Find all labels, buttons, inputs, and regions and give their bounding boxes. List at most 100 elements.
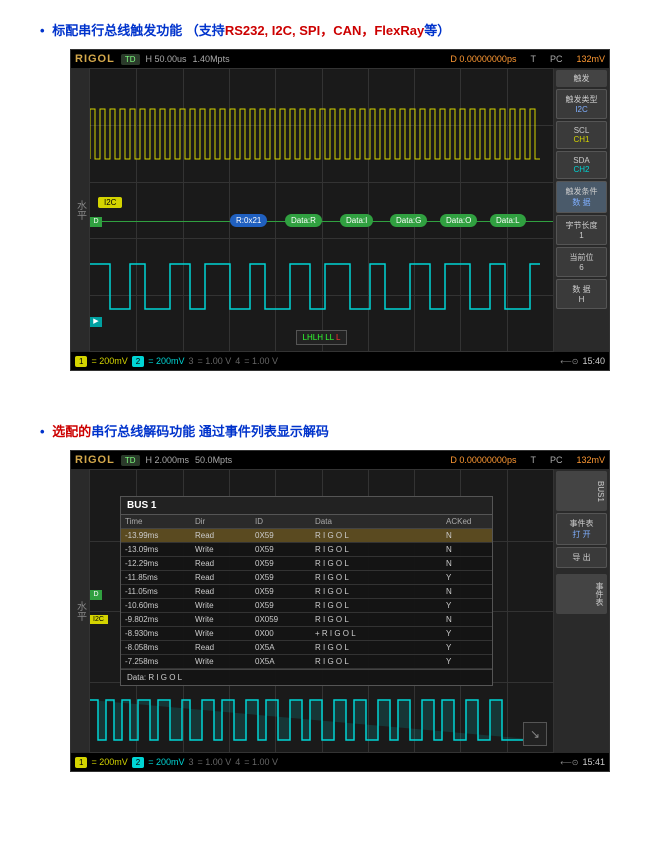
decode-marker: D: [90, 217, 102, 227]
ch1-num: 1: [75, 356, 87, 367]
cell-id: 0X59: [251, 571, 311, 584]
oscilloscope-screenshot-1: RIGOL TD H 50.00us 1.40Mpts D 0.00000000…: [70, 49, 610, 371]
table-row[interactable]: -8.058msRead0X5AR I G O LY: [121, 641, 492, 655]
scope1-time: 15:40: [582, 356, 605, 366]
heading1-text: 标配串行总线触发功能 （支持: [52, 23, 225, 38]
col-time: Time: [121, 515, 191, 528]
trig-voltage: 132mV: [576, 54, 605, 64]
event-table-tab[interactable]: 事件表: [556, 574, 607, 614]
waveform-grid: I2C D R:0x21 Data:R Data:I Data:G Data:O…: [89, 68, 554, 352]
ch2-scale: = 200mV: [148, 356, 184, 366]
scope2-time: 15:41: [582, 757, 605, 767]
table-row[interactable]: -13.99msRead0X59R I G O LN: [121, 529, 492, 543]
bus-column-headers: Time Dir ID Data ACKed: [121, 515, 492, 529]
cell-time: -10.60ms: [121, 599, 191, 612]
trigger-indicator-2: T: [530, 455, 536, 465]
ch4-num: 4: [235, 356, 240, 366]
decode-data-2: Data:I: [340, 214, 373, 227]
ch2-scale-2: = 200mV: [148, 757, 184, 767]
brand-logo-2: RIGOL: [75, 454, 115, 466]
trigger-indicator: T: [530, 54, 536, 64]
current-bit-btn[interactable]: 当前位 6: [556, 247, 607, 277]
cell-id: 0X59: [251, 557, 311, 570]
cell-id: 0X5A: [251, 655, 311, 668]
table-row[interactable]: -11.85msRead0X59R I G O LY: [121, 571, 492, 585]
heading2-text: 串行总线解码功能 通过事件列表显示解码: [91, 424, 329, 439]
scope1-header: RIGOL TD H 50.00us 1.40Mpts D 0.00000000…: [71, 50, 609, 68]
scope1-footer: 1 = 200mV 2 = 200mV 3 = 1.00 V 4 = 1.00 …: [71, 352, 609, 370]
cell-time: -7.258ms: [121, 655, 191, 668]
bus-event-table: BUS 1 Time Dir ID Data ACKed -13.99msRea…: [120, 496, 493, 686]
event-menu-panel: BUS1 事件表 打 开 导 出 事件表: [554, 469, 609, 753]
cell-id: 0X5A: [251, 641, 311, 654]
cell-ack: Y: [442, 627, 492, 640]
table-row[interactable]: -9.802msWrite0X059R I G O LN: [121, 613, 492, 627]
decode-marker-2: D: [90, 590, 102, 600]
mode-badge: TD: [121, 54, 140, 65]
table-row[interactable]: -7.258msWrite0X5AR I G O LY: [121, 655, 492, 669]
cell-id: 0X059: [251, 613, 311, 626]
mode-badge-2: TD: [121, 455, 140, 466]
table-row[interactable]: -13.09msWrite0X59R I G O LN: [121, 543, 492, 557]
event-table-btn[interactable]: 事件表 打 开: [556, 513, 607, 545]
cell-id: 0X59: [251, 585, 311, 598]
data-value-btn[interactable]: 数 据 H: [556, 279, 607, 309]
cell-ack: Y: [442, 571, 492, 584]
pattern-bits: LHLH LL: [303, 333, 334, 342]
decode-address: R:0x21: [230, 214, 267, 227]
decode-data-5: Data:L: [490, 214, 526, 227]
heading1-suffix: 等）: [424, 23, 450, 38]
cell-ack: N: [442, 543, 492, 556]
bus-table-header: BUS 1: [121, 497, 492, 515]
cell-ack: N: [442, 557, 492, 570]
trigger-menu-panel: 触发 触发类型 I2C SCL CH1 SDA CH2 触发条件 数 据: [554, 68, 609, 352]
oscilloscope-screenshot-2: RIGOL TD H 2.000ms 50.0Mpts D 0.00000000…: [70, 450, 610, 772]
col-dir: Dir: [191, 515, 251, 528]
cell-time: -8.930ms: [121, 627, 191, 640]
sample-text-2: 50.0Mpts: [195, 455, 232, 465]
cell-time: -8.058ms: [121, 641, 191, 654]
scope2-footer: 1 = 200mV 2 = 200mV 3 = 1.00 V 4 = 1.00 …: [71, 753, 609, 771]
sda-marker: ▶: [90, 317, 102, 327]
col-id: ID: [251, 515, 311, 528]
export-btn[interactable]: 导 出: [556, 547, 607, 568]
cell-id: 0X59: [251, 599, 311, 612]
trigger-tab[interactable]: 触发: [556, 70, 607, 87]
trigger-type-btn[interactable]: 触发类型 I2C: [556, 89, 607, 119]
ch1-scale-2: = 200mV: [91, 757, 127, 767]
table-row[interactable]: -8.930msWrite0X00+ R I G O LY: [121, 627, 492, 641]
sda-channel-btn[interactable]: SDA CH2: [556, 151, 607, 179]
cell-dir: Write: [191, 543, 251, 556]
cell-data: R I G O L: [311, 571, 442, 584]
coupling-text-2: PC: [550, 455, 563, 465]
i2c-protocol-badge: I2C: [98, 197, 122, 208]
ch3-scale: = 1.00 V: [197, 356, 231, 366]
section2-heading: • 选配的串行总线解码功能 通过事件列表显示解码: [40, 421, 624, 440]
coupling-text: PC: [550, 54, 563, 64]
table-row[interactable]: -11.05msRead0X59R I G O LN: [121, 585, 492, 599]
section1-heading: • 标配串行总线触发功能 （支持RS232, I2C, SPI，CAN，Flex…: [40, 20, 624, 39]
scl-channel-btn[interactable]: SCL CH1: [556, 121, 607, 149]
byte-length-btn[interactable]: 字节长度 1: [556, 215, 607, 245]
expand-icon[interactable]: ↘: [523, 722, 547, 746]
bus1-tab[interactable]: BUS1: [556, 471, 607, 511]
cell-dir: Read: [191, 641, 251, 654]
decode-data-3: Data:G: [390, 214, 427, 227]
cell-dir: Read: [191, 585, 251, 598]
cell-data: R I G O L: [311, 655, 442, 668]
cell-id: 0X59: [251, 529, 311, 542]
table-row[interactable]: -10.60msWrite0X59R I G O LY: [121, 599, 492, 613]
cell-id: 0X00: [251, 627, 311, 640]
trigger-condition-btn[interactable]: 触发条件 数 据: [556, 181, 607, 213]
scl-waveform: [90, 99, 553, 169]
ch4-num-2: 4: [235, 757, 240, 767]
cell-data: R I G O L: [311, 557, 442, 570]
table-row[interactable]: -12.29msRead0X59R I G O LN: [121, 557, 492, 571]
cell-ack: N: [442, 529, 492, 542]
cell-ack: N: [442, 585, 492, 598]
ch3-num-2: 3: [188, 757, 193, 767]
waveform-grid-2: D I2C BUS 1 Time Dir ID Data ACKed -13.9…: [89, 469, 554, 753]
cell-time: -9.802ms: [121, 613, 191, 626]
timebase-text: H 50.00us: [146, 54, 187, 64]
cell-time: -13.09ms: [121, 543, 191, 556]
